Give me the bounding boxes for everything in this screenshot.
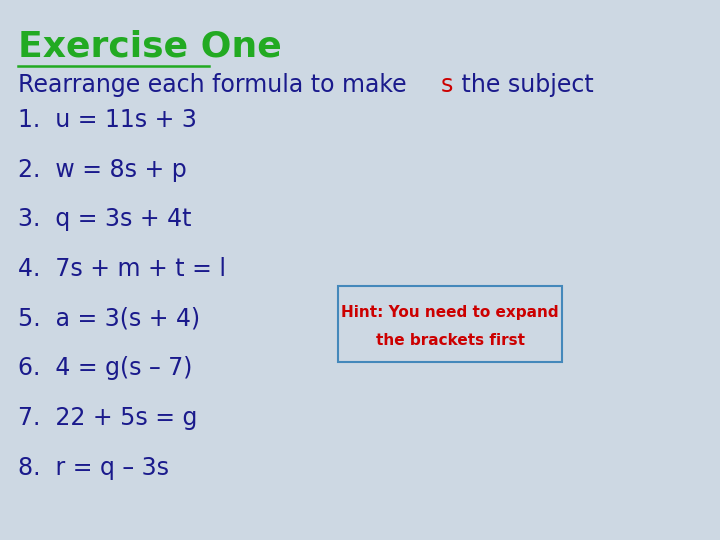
Text: Rearrange each formula to make: Rearrange each formula to make bbox=[18, 73, 414, 97]
Text: the subject: the subject bbox=[454, 73, 593, 97]
Text: the brackets first: the brackets first bbox=[376, 333, 524, 348]
Text: Hint: You need to expand: Hint: You need to expand bbox=[341, 305, 559, 320]
Text: Exercise One: Exercise One bbox=[18, 30, 282, 64]
Text: 7.  22 + 5s = g: 7. 22 + 5s = g bbox=[18, 406, 197, 430]
Text: 6.  4 = g(s – 7): 6. 4 = g(s – 7) bbox=[18, 356, 192, 380]
Text: 8.  r = q – 3s: 8. r = q – 3s bbox=[18, 456, 169, 480]
Text: s: s bbox=[441, 73, 453, 97]
Text: 2.  w = 8s + p: 2. w = 8s + p bbox=[18, 158, 186, 181]
FancyBboxPatch shape bbox=[338, 286, 562, 362]
Text: 5.  a = 3(s + 4): 5. a = 3(s + 4) bbox=[18, 307, 200, 330]
Text: 3.  q = 3s + 4t: 3. q = 3s + 4t bbox=[18, 207, 192, 231]
Text: 4.  7s + m + t = l: 4. 7s + m + t = l bbox=[18, 257, 226, 281]
Text: 1.  u = 11s + 3: 1. u = 11s + 3 bbox=[18, 108, 197, 132]
